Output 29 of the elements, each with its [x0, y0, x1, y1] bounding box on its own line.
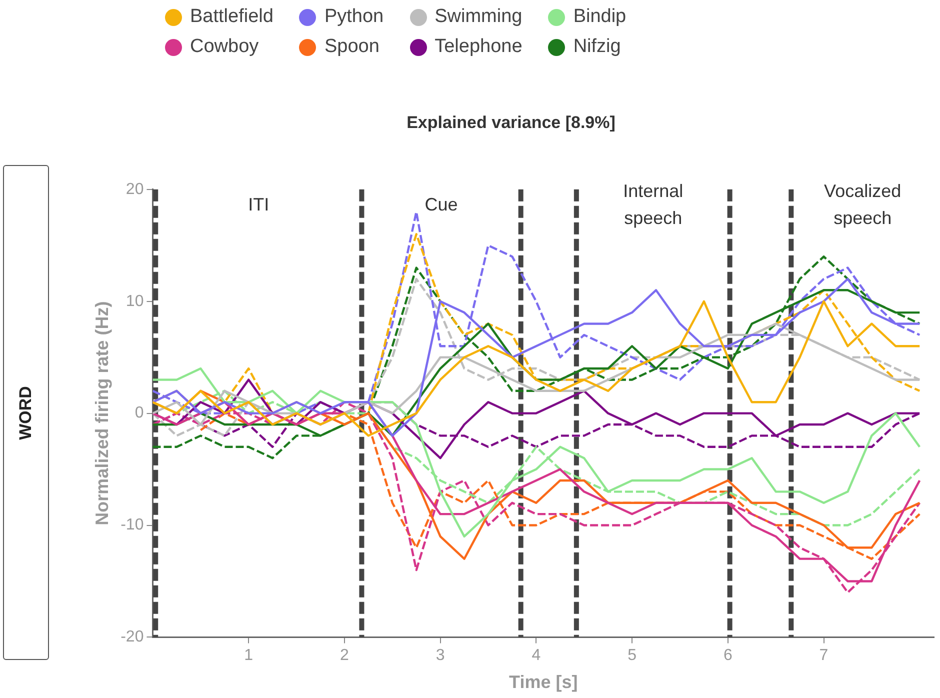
y-axis-title: Normalized firing rate (Hz) — [92, 301, 112, 526]
annotation: ITI — [248, 194, 270, 214]
x-axis-title: Time [s] — [509, 672, 578, 692]
legend-label: Telephone — [434, 36, 522, 58]
annotation: Internal speech — [623, 180, 684, 228]
label-box: WORD — [3, 165, 49, 660]
legend-label: Battlefield — [190, 6, 274, 28]
annotation: Vocalized speech — [824, 180, 902, 228]
legend-label: Bindip — [573, 6, 626, 28]
legend-label: Nifzig — [573, 36, 621, 58]
x-tick-label: 4 — [532, 647, 541, 664]
legend-label: Spoon — [324, 36, 380, 58]
legend-label: Cowboy — [190, 36, 259, 58]
y-tick-label: -10 — [120, 516, 144, 534]
x-tick-label: 5 — [628, 647, 637, 664]
x-tick-label: 3 — [436, 647, 445, 664]
x-tick-label: 6 — [723, 647, 732, 664]
legend-label: Swimming — [434, 6, 522, 28]
annotation: Cue — [424, 194, 458, 214]
legend-label: Python — [324, 6, 384, 28]
x-tick-label: 2 — [340, 647, 349, 664]
y-tick-label: 20 — [126, 180, 144, 198]
x-tick-label: 1 — [244, 647, 254, 664]
y-tick-label: 0 — [134, 404, 144, 422]
line-series — [152, 255, 921, 460]
chart-title: Explained variance [8.9%] — [406, 112, 616, 132]
x-tick-label: 7 — [819, 647, 828, 664]
y-tick-label: -20 — [120, 628, 144, 646]
y-tick-label: 10 — [126, 292, 144, 310]
